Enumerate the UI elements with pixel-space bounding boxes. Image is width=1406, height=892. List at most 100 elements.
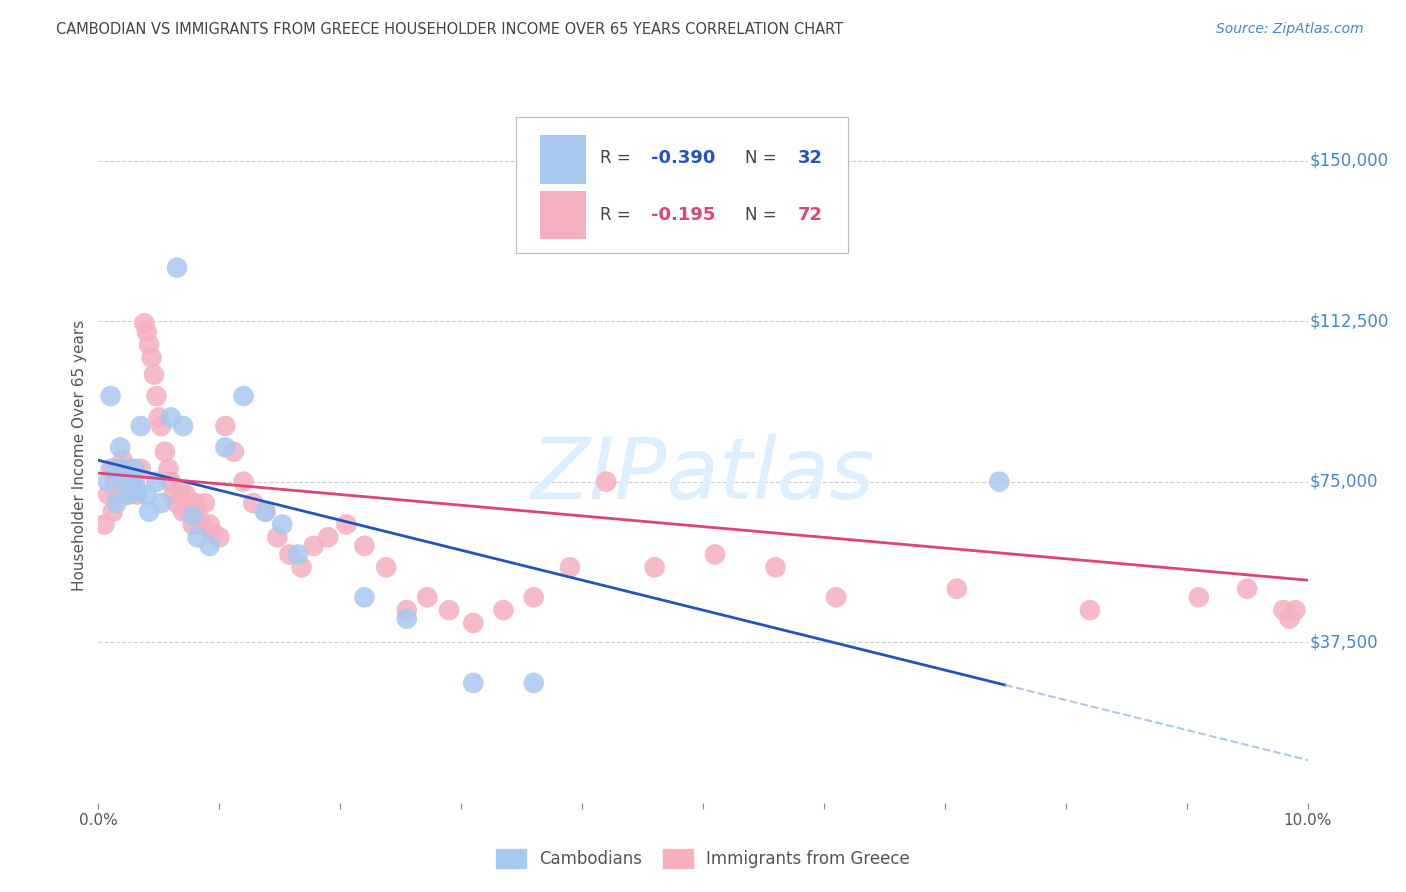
Point: [198, 539, 221, 553]
Text: $75,000: $75,000: [1310, 473, 1378, 491]
Point: [150, 419, 173, 434]
Point: [107, 487, 129, 501]
Point: [523, 676, 546, 690]
Point: [395, 603, 418, 617]
Point: [222, 444, 245, 458]
Point: [172, 419, 194, 434]
Point: [302, 539, 325, 553]
Point: [375, 560, 398, 574]
Point: [101, 505, 124, 519]
Text: 72: 72: [797, 206, 823, 224]
Point: [463, 676, 485, 690]
Point: [101, 462, 124, 476]
Y-axis label: Householder Income Over 65 years: Householder Income Over 65 years: [72, 319, 87, 591]
Point: [129, 462, 152, 476]
Point: [271, 517, 294, 532]
Text: -0.195: -0.195: [651, 206, 716, 224]
Point: [1236, 582, 1258, 596]
Point: [111, 453, 134, 467]
Text: $112,500: $112,500: [1310, 312, 1389, 330]
Point: [290, 560, 312, 574]
Point: [254, 505, 277, 519]
Point: [1284, 603, 1306, 617]
Point: [353, 591, 375, 605]
Point: [254, 505, 277, 519]
Point: [1188, 591, 1211, 605]
Point: [169, 483, 191, 498]
FancyBboxPatch shape: [540, 191, 586, 239]
Text: N =: N =: [745, 149, 782, 167]
Point: [187, 530, 209, 544]
Point: [353, 539, 375, 553]
Point: [179, 505, 201, 519]
Text: N =: N =: [745, 206, 782, 224]
Point: [492, 603, 515, 617]
Point: [194, 496, 217, 510]
Point: [111, 462, 134, 476]
Point: [644, 560, 666, 574]
Text: Source: ZipAtlas.com: Source: ZipAtlas.com: [1216, 22, 1364, 37]
Point: [214, 441, 236, 455]
Point: [124, 475, 146, 489]
Text: R =: R =: [600, 206, 637, 224]
Point: [135, 487, 157, 501]
Point: [287, 548, 309, 562]
Point: [160, 475, 183, 489]
Point: [135, 325, 157, 339]
Point: [138, 337, 160, 351]
Point: [202, 526, 225, 541]
Point: [208, 530, 231, 544]
Point: [825, 591, 848, 605]
Text: $150,000: $150,000: [1310, 152, 1389, 169]
Point: [145, 389, 167, 403]
Point: [335, 517, 357, 532]
Point: [523, 591, 546, 605]
Point: [157, 462, 180, 476]
Point: [100, 462, 122, 476]
Point: [145, 475, 167, 489]
Point: [127, 483, 149, 498]
Point: [134, 316, 156, 330]
Point: [765, 560, 787, 574]
Point: [160, 410, 183, 425]
Point: [395, 612, 418, 626]
Point: [266, 530, 288, 544]
Text: $37,500: $37,500: [1310, 633, 1379, 651]
Point: [988, 475, 1011, 489]
Point: [166, 260, 188, 275]
Point: [97, 487, 120, 501]
FancyBboxPatch shape: [540, 135, 586, 184]
Point: [278, 548, 301, 562]
Point: [138, 505, 160, 519]
Point: [148, 410, 170, 425]
Point: [1272, 603, 1295, 617]
Text: -0.390: -0.390: [651, 149, 716, 167]
Point: [93, 517, 115, 532]
Point: [704, 548, 727, 562]
Point: [108, 441, 131, 455]
Point: [187, 505, 209, 519]
Point: [162, 487, 184, 501]
Point: [232, 475, 254, 489]
Point: [166, 496, 188, 510]
Text: R =: R =: [600, 149, 637, 167]
Point: [595, 475, 617, 489]
Point: [437, 603, 460, 617]
Point: [184, 496, 207, 510]
Point: [100, 389, 122, 403]
Point: [129, 419, 152, 434]
Point: [127, 487, 149, 501]
Point: [946, 582, 969, 596]
Point: [114, 475, 136, 489]
Point: [174, 487, 197, 501]
Point: [1078, 603, 1101, 617]
Point: [124, 462, 146, 476]
Text: ZIPatlas: ZIPatlas: [531, 434, 875, 517]
Point: [143, 368, 166, 382]
Point: [316, 530, 339, 544]
Point: [121, 475, 143, 489]
Point: [118, 462, 141, 476]
Point: [214, 419, 236, 434]
Point: [242, 496, 264, 510]
Point: [118, 487, 141, 501]
